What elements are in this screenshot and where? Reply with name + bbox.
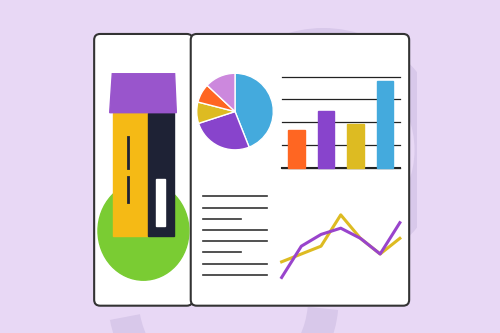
FancyBboxPatch shape xyxy=(190,34,409,306)
Bar xyxy=(156,179,166,226)
Bar xyxy=(377,81,394,168)
Polygon shape xyxy=(110,74,176,113)
Wedge shape xyxy=(198,112,249,150)
Ellipse shape xyxy=(98,181,189,280)
Wedge shape xyxy=(198,85,235,112)
Wedge shape xyxy=(235,73,274,147)
Wedge shape xyxy=(196,102,235,124)
Bar xyxy=(318,111,334,168)
Bar xyxy=(113,113,148,236)
Bar xyxy=(347,124,364,168)
Bar xyxy=(288,130,304,168)
Bar xyxy=(148,113,174,236)
Wedge shape xyxy=(207,73,235,112)
FancyBboxPatch shape xyxy=(94,34,192,306)
